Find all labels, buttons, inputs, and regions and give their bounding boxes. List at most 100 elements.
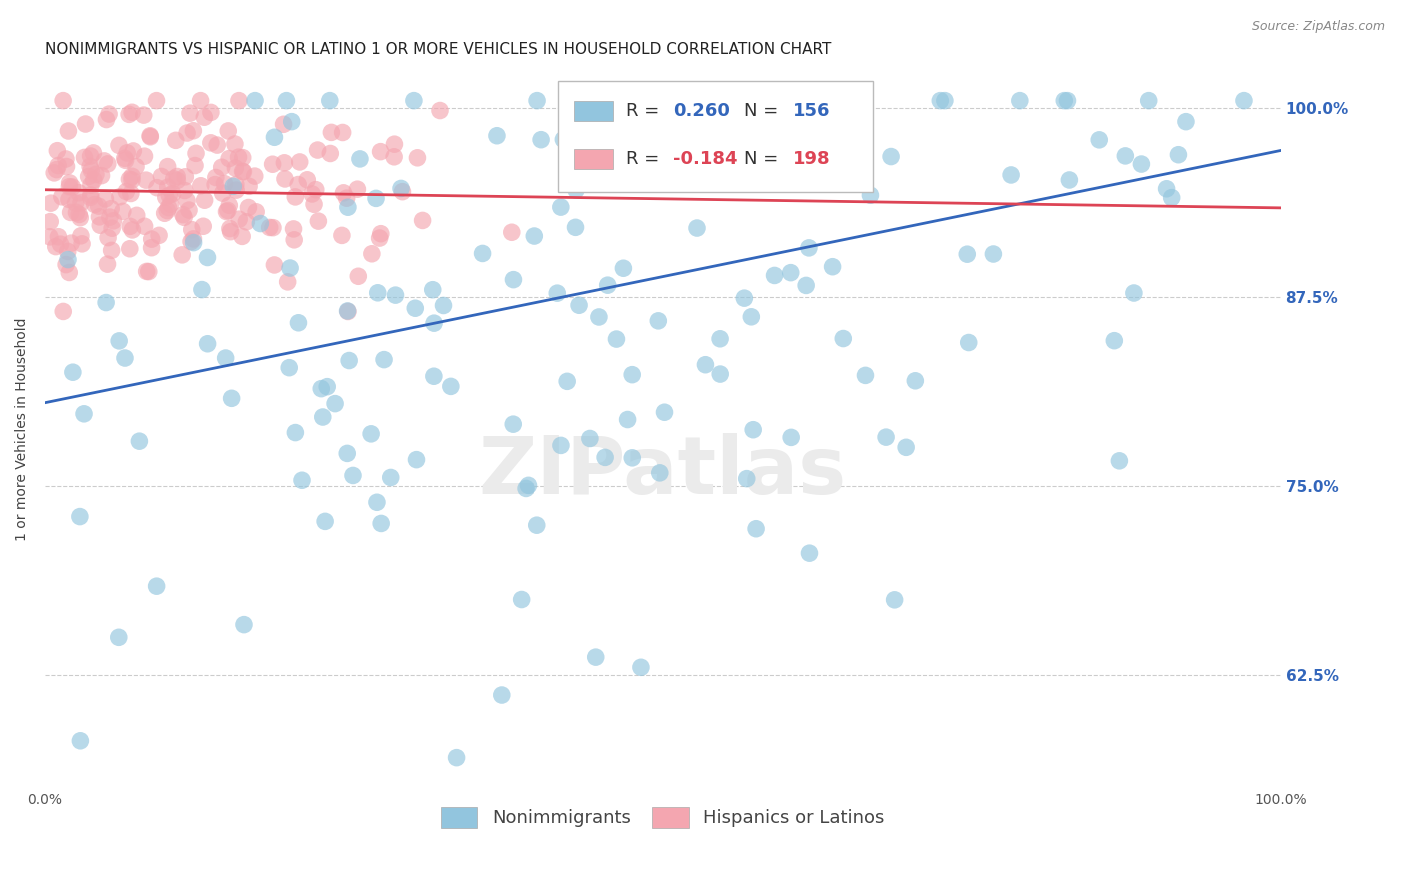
Point: [321, 125, 343, 139]
Point: [832, 332, 855, 346]
Point: [1137, 94, 1160, 108]
Point: [763, 268, 786, 283]
Point: [118, 242, 141, 256]
Point: [233, 617, 256, 632]
Point: [134, 219, 156, 234]
Point: [65, 205, 87, 219]
Point: [794, 278, 817, 293]
Point: [709, 175, 731, 189]
Point: [1056, 94, 1078, 108]
Point: [96, 112, 118, 127]
Point: [262, 220, 284, 235]
Point: [211, 186, 233, 201]
Point: [695, 358, 717, 372]
Point: [367, 285, 389, 300]
Point: [125, 208, 148, 222]
Point: [232, 165, 254, 179]
Point: [200, 136, 222, 150]
Point: [297, 173, 319, 187]
Point: [875, 430, 897, 444]
Point: [70, 228, 93, 243]
Point: [1008, 94, 1031, 108]
Point: [58, 193, 80, 207]
Point: [336, 200, 359, 214]
Point: [983, 247, 1005, 261]
Point: [249, 217, 271, 231]
Text: N =: N =: [744, 150, 785, 168]
Text: R =: R =: [626, 103, 665, 120]
Point: [138, 264, 160, 278]
Point: [780, 430, 803, 444]
Point: [686, 221, 709, 235]
Point: [121, 105, 143, 120]
Point: [55, 160, 77, 174]
Point: [235, 215, 257, 229]
Text: 0.260: 0.260: [672, 103, 730, 120]
Point: [224, 161, 246, 175]
Point: [612, 261, 634, 276]
Point: [336, 191, 359, 205]
Point: [166, 173, 188, 187]
Point: [526, 94, 548, 108]
Point: [588, 310, 610, 324]
Point: [880, 150, 903, 164]
Point: [172, 208, 194, 222]
Point: [720, 94, 742, 108]
Point: [173, 184, 195, 198]
Point: [799, 546, 821, 560]
Point: [929, 94, 952, 108]
Point: [546, 286, 568, 301]
Point: [80, 188, 103, 202]
Point: [855, 368, 877, 383]
Point: [278, 360, 301, 375]
Point: [218, 198, 240, 212]
Point: [215, 204, 238, 219]
Point: [797, 159, 820, 173]
Point: [274, 172, 297, 186]
Point: [79, 149, 101, 163]
Point: [440, 379, 463, 393]
Point: [153, 206, 176, 220]
Text: N =: N =: [744, 103, 785, 120]
Point: [60, 180, 83, 194]
Point: [301, 186, 323, 201]
Point: [957, 335, 980, 350]
Point: [245, 204, 267, 219]
Point: [309, 382, 332, 396]
Point: [1053, 94, 1076, 108]
Point: [801, 94, 824, 108]
Point: [366, 495, 388, 509]
Point: [510, 592, 533, 607]
Point: [259, 220, 281, 235]
Point: [402, 94, 425, 108]
Point: [360, 246, 382, 260]
Point: [184, 159, 207, 173]
Point: [593, 450, 616, 465]
Point: [197, 251, 219, 265]
Point: [59, 205, 82, 219]
Point: [115, 185, 138, 199]
Point: [859, 188, 882, 202]
Point: [287, 316, 309, 330]
Point: [523, 229, 546, 244]
Point: [314, 514, 336, 528]
Point: [39, 214, 62, 228]
Point: [219, 225, 242, 239]
Point: [58, 265, 80, 279]
Point: [648, 94, 671, 108]
Point: [733, 291, 755, 305]
Point: [405, 452, 427, 467]
Point: [89, 210, 111, 224]
Point: [190, 94, 212, 108]
Point: [52, 304, 75, 318]
Point: [336, 304, 359, 318]
Text: -0.184: -0.184: [672, 150, 737, 168]
Point: [232, 164, 254, 178]
Point: [283, 233, 305, 247]
Point: [94, 295, 117, 310]
Point: [727, 94, 749, 108]
Point: [46, 159, 69, 173]
Point: [565, 183, 588, 197]
Point: [135, 264, 157, 278]
Point: [288, 155, 311, 169]
